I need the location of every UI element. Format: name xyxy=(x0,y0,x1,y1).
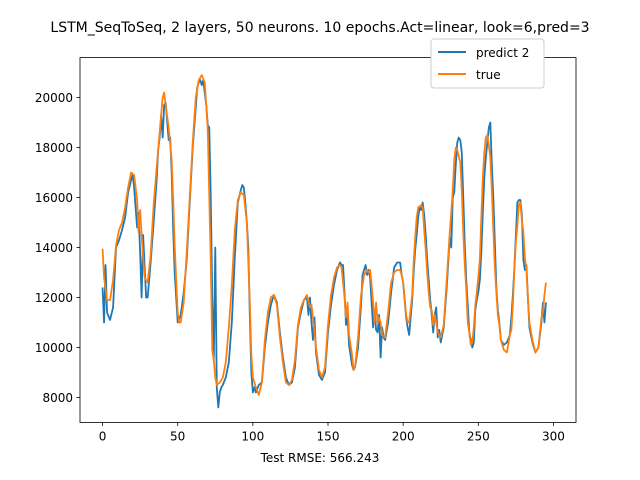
y-tick-label: 20000 xyxy=(35,91,73,105)
y-tick-label: 12000 xyxy=(35,291,73,305)
x-tick-label: 300 xyxy=(542,429,565,443)
chart-title: LSTM_SeqToSeq, 2 layers, 50 neurons. 10 … xyxy=(50,20,589,36)
x-tick-label: 150 xyxy=(317,429,340,443)
legend-label-predict: predict 2 xyxy=(476,46,529,60)
x-tick-label: 0 xyxy=(99,429,107,443)
x-tick-label: 50 xyxy=(170,429,185,443)
x-tick-label: 100 xyxy=(241,429,264,443)
x-axis-label: Test RMSE: 566.243 xyxy=(260,451,380,465)
y-tick-label: 8000 xyxy=(42,391,73,405)
x-tick-label: 200 xyxy=(392,429,415,443)
series-line-true xyxy=(101,74,547,396)
axes: 0 50 100 150 200 250 300 8000 10000 12000 14000 160… xyxy=(35,57,577,443)
legend-label-true: true xyxy=(476,68,501,82)
y-tick-label: 16000 xyxy=(35,191,73,205)
plot-area xyxy=(80,57,576,423)
legend: predict 2 true xyxy=(430,38,545,89)
y-tick-label: 14000 xyxy=(35,241,73,255)
x-tick-label: 250 xyxy=(467,429,490,443)
y-tick-label: 18000 xyxy=(35,141,73,155)
series-layer xyxy=(101,74,547,409)
y-tick-label: 10000 xyxy=(35,341,73,355)
